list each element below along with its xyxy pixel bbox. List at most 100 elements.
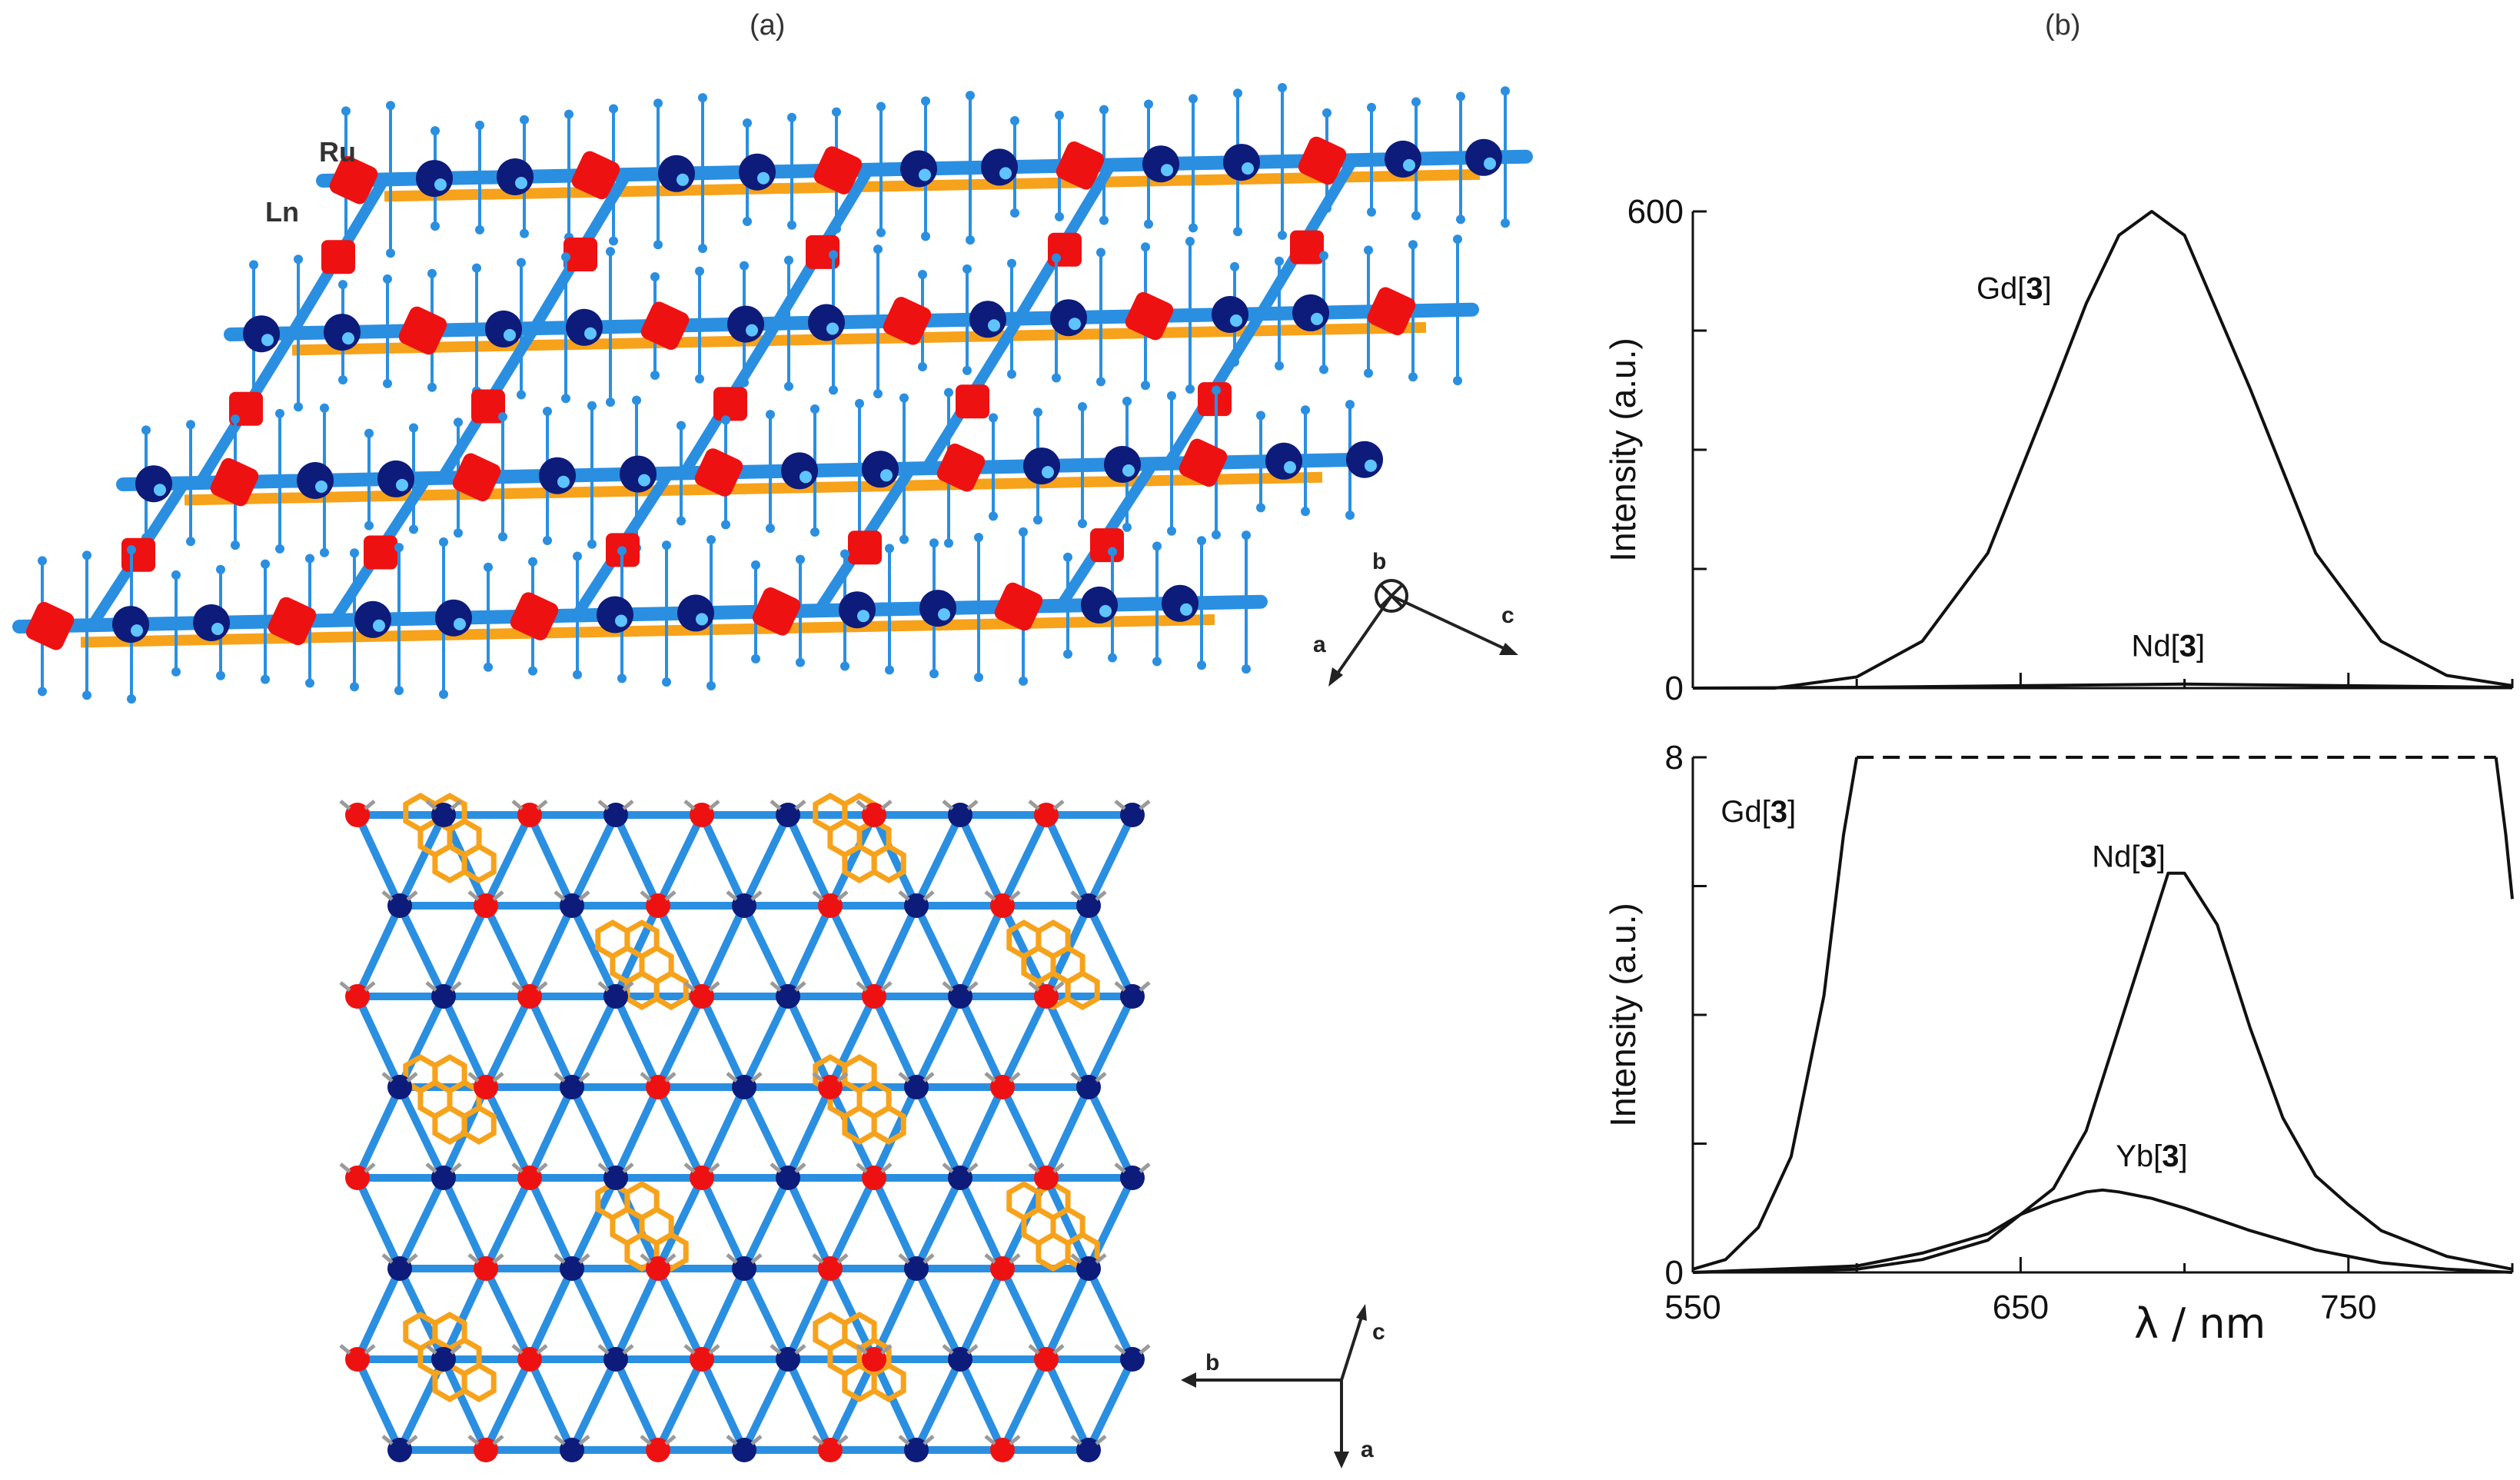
terminal-group <box>812 1435 824 1445</box>
node-link <box>826 1357 878 1452</box>
ligand-end <box>543 535 552 545</box>
terminal-group <box>942 1162 954 1173</box>
node-link <box>740 1266 792 1362</box>
node-highlight <box>999 167 1012 180</box>
node-link <box>1085 994 1136 1089</box>
node-link <box>482 994 534 1089</box>
terminal-group <box>923 1072 935 1083</box>
node-link <box>740 1357 792 1452</box>
terminal-group <box>1052 1162 1065 1173</box>
ligand-end <box>1099 215 1109 225</box>
node-highlight <box>1242 162 1254 175</box>
terminal-group <box>511 981 524 992</box>
ligand-end <box>829 250 838 260</box>
terminal-group <box>1028 981 1040 992</box>
node-link <box>568 1357 620 1452</box>
terminal-group <box>1139 981 1151 992</box>
terminal-group <box>1139 800 1151 810</box>
node-link <box>354 1266 404 1362</box>
ligand-end <box>677 516 686 526</box>
terminal-group <box>683 1344 696 1355</box>
node-link <box>956 813 1006 908</box>
terminal-group <box>364 800 376 810</box>
node-link <box>654 994 706 1089</box>
terminal-group <box>683 981 696 992</box>
terminal-group <box>794 981 806 992</box>
lanthanide-node <box>1179 438 1228 487</box>
ligand-end <box>873 389 883 399</box>
pyrene-ring <box>653 1231 689 1272</box>
terminal-group <box>578 890 590 901</box>
series-label: Gd[3] <box>1976 272 2052 306</box>
series-line-gd3 <box>1692 757 1859 1271</box>
pyrene-ring <box>813 1311 848 1352</box>
axis-label-c-top: c <box>1501 603 1514 628</box>
lanthanide-node <box>646 893 670 918</box>
node-link <box>1042 813 1092 908</box>
ligand-end <box>1033 515 1042 525</box>
ligand-end <box>885 665 894 675</box>
ligand-end <box>921 231 930 241</box>
node-link <box>784 813 834 908</box>
lanthanide-node <box>848 530 882 565</box>
ruthenium-node <box>560 1438 584 1462</box>
node-link <box>956 903 1006 999</box>
ligand-end <box>1052 373 1061 383</box>
ligand-end <box>740 261 749 271</box>
series-line-gd3 <box>2494 757 2514 900</box>
ligand-end <box>653 98 663 108</box>
ligand-end <box>1122 396 1132 406</box>
node-link <box>654 813 706 908</box>
node-link <box>826 994 878 1089</box>
node-link <box>568 1266 620 1362</box>
chart-bottom-plot: 0 8 550 650 750 Gd[3] Nd[3] Yb[3] Intensity (a… <box>1603 739 2514 1348</box>
node-link <box>526 994 576 1089</box>
ligand-end <box>706 535 716 544</box>
ruthenium-node <box>904 893 929 918</box>
ligand-end <box>1275 361 1284 371</box>
ligand-end <box>796 657 805 667</box>
terminal-group <box>750 890 763 901</box>
ligand-end <box>305 678 314 688</box>
ligand-end <box>966 235 975 245</box>
lanthanide-node <box>646 1256 670 1281</box>
terminal-group <box>640 1253 652 1264</box>
lanthanide-node <box>752 587 801 636</box>
ligand-end <box>706 681 716 690</box>
node-link <box>698 1176 748 1271</box>
ruthenium-node <box>732 1438 756 1462</box>
ligand-end <box>587 539 597 549</box>
terminal-group <box>1052 981 1065 992</box>
node-link <box>440 1266 490 1362</box>
node-highlight <box>1403 158 1415 171</box>
ligand-end <box>386 248 395 258</box>
node-link <box>482 903 534 999</box>
lanthanide-node <box>517 984 542 1009</box>
x-tick-label: 650 <box>1993 1289 2049 1326</box>
lanthanide-node <box>321 240 355 274</box>
ligand-end <box>1345 400 1355 410</box>
terminal-group <box>1070 890 1082 901</box>
ligand-end <box>1501 86 1510 96</box>
terminal-group <box>1095 1253 1107 1264</box>
node-highlight <box>615 614 627 627</box>
ruthenium-node <box>560 1075 584 1099</box>
node-link <box>354 1176 404 1271</box>
lanthanide-node <box>1034 1347 1059 1372</box>
ligand-end <box>810 404 819 414</box>
panel-label-b: (b) <box>2045 9 2081 42</box>
terminal-group <box>664 890 677 901</box>
ligand-end <box>350 548 359 558</box>
terminal-group <box>708 1162 720 1173</box>
lanthanide-node <box>713 387 747 421</box>
node-link <box>999 813 1050 908</box>
axis-triad-top: b a c <box>1313 549 1518 687</box>
node-highlight <box>396 478 408 491</box>
ligand-end <box>231 414 240 424</box>
node-link <box>826 1176 878 1271</box>
series-top: Gd[3] Nd[3] <box>1692 210 2513 690</box>
terminal-group <box>770 800 782 810</box>
lanthanide-node <box>1290 230 1324 264</box>
pyrene-ring <box>461 1104 497 1146</box>
lanthanide-node <box>818 1256 843 1281</box>
